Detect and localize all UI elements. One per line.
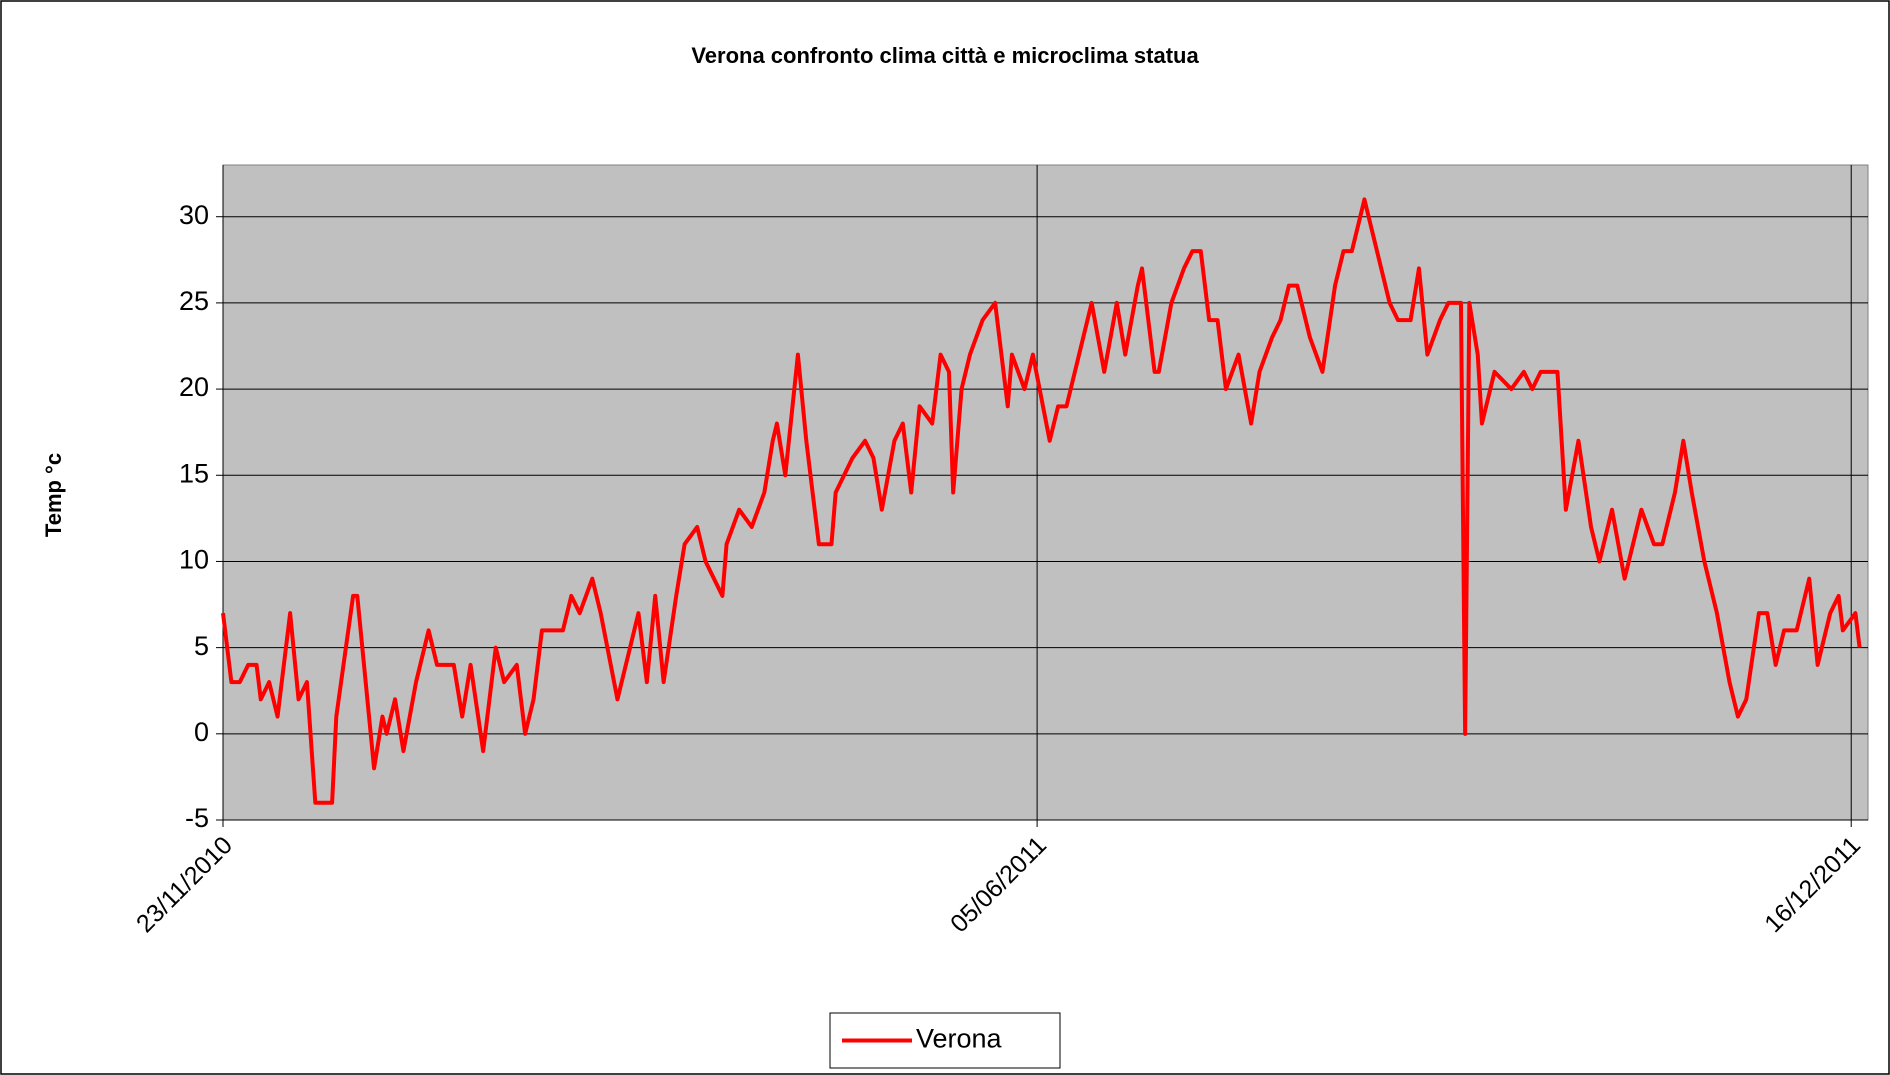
y-tick-label: 20 — [179, 372, 209, 402]
y-tick-label: -5 — [185, 803, 209, 833]
y-tick-label: 25 — [179, 286, 209, 316]
chart-title: Verona confronto clima città e microclim… — [691, 43, 1199, 68]
y-axis-label: Temp °c — [41, 453, 66, 537]
y-tick-label: 15 — [179, 458, 209, 488]
y-tick-label: 0 — [194, 717, 209, 747]
y-tick-label: 10 — [179, 545, 209, 575]
y-tick-label: 30 — [179, 200, 209, 230]
y-tick-label: 5 — [194, 631, 209, 661]
data-line — [221, 197, 1862, 805]
plot-area — [222, 164, 1869, 821]
legend-label: Verona — [916, 1024, 1003, 1054]
